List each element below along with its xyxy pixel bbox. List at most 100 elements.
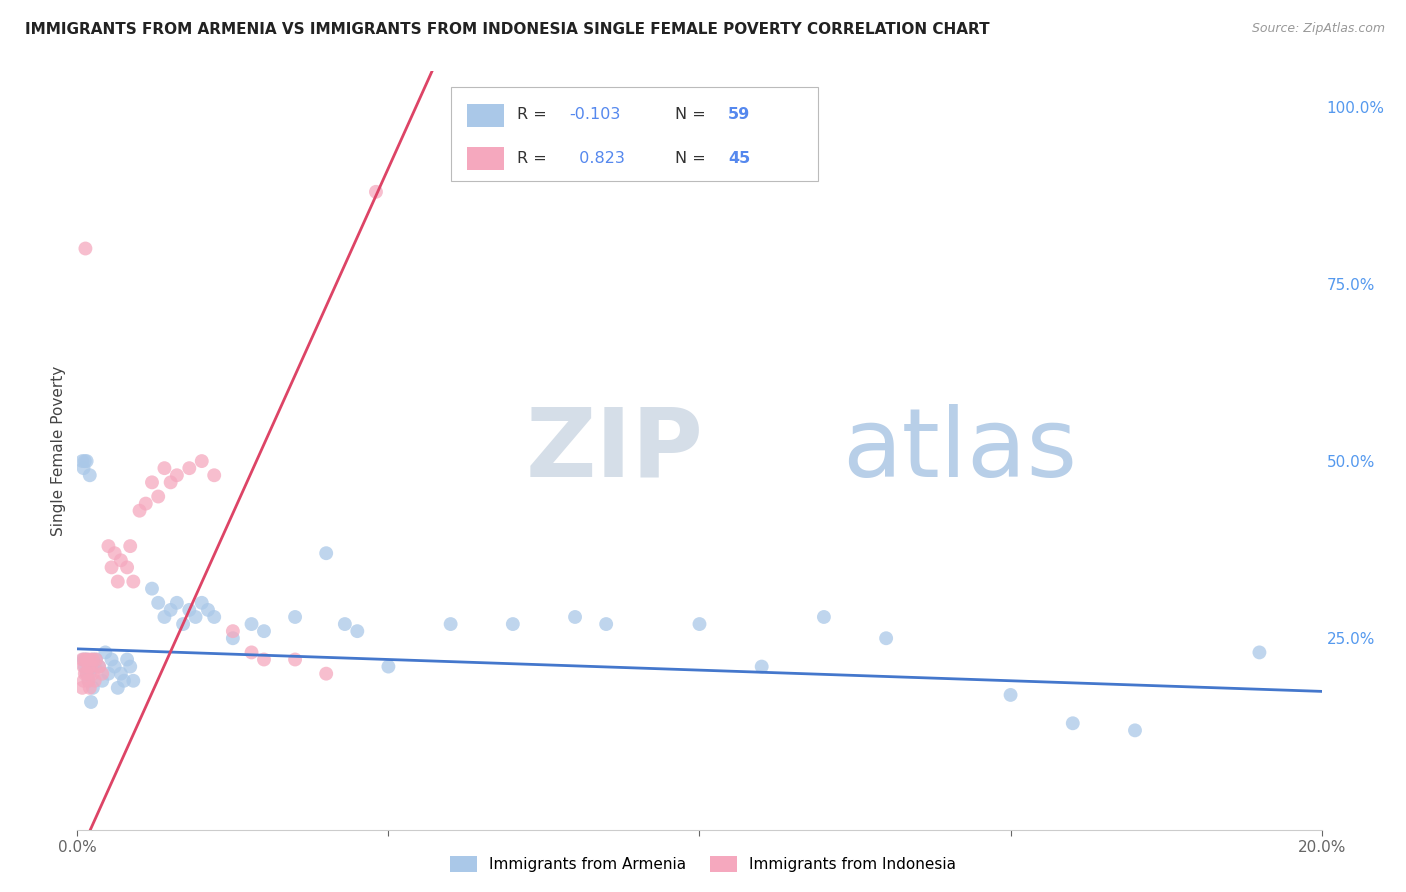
Point <box>128 504 150 518</box>
Y-axis label: Single Female Poverty: Single Female Poverty <box>51 366 66 535</box>
Point <box>82 666 104 681</box>
Point <box>100 652 122 666</box>
Text: R =: R = <box>516 151 551 166</box>
Point <box>83 673 105 688</box>
Point <box>76 666 98 681</box>
Point <box>813 610 835 624</box>
Point <box>179 461 201 475</box>
Point <box>284 610 307 624</box>
Point <box>751 659 773 673</box>
Point <box>197 603 219 617</box>
Point <box>72 652 94 666</box>
Point <box>73 454 96 468</box>
Point <box>875 632 897 646</box>
Point <box>94 645 117 659</box>
Point <box>364 185 387 199</box>
Point <box>112 673 135 688</box>
Point <box>79 666 101 681</box>
Point <box>84 652 107 666</box>
Text: -0.103: -0.103 <box>569 107 620 122</box>
Point <box>77 673 100 688</box>
Point <box>159 603 181 617</box>
Point <box>82 681 104 695</box>
Point <box>502 617 524 632</box>
Point <box>104 659 127 673</box>
Point <box>166 468 188 483</box>
Point <box>1123 723 1146 738</box>
Point <box>439 617 461 632</box>
Point <box>76 454 98 468</box>
Point <box>72 652 94 666</box>
Point <box>166 596 188 610</box>
Point <box>77 673 100 688</box>
Point <box>73 652 96 666</box>
Point <box>115 560 138 574</box>
Point <box>159 475 181 490</box>
Point <box>87 659 110 673</box>
Point <box>148 596 170 610</box>
Point <box>122 673 145 688</box>
Point <box>1000 688 1022 702</box>
Point <box>115 652 138 666</box>
Point <box>190 454 214 468</box>
Text: Source: ZipAtlas.com: Source: ZipAtlas.com <box>1251 22 1385 36</box>
Point <box>82 652 104 666</box>
Point <box>240 617 263 632</box>
Text: 45: 45 <box>728 151 751 166</box>
Point <box>122 574 145 589</box>
Point <box>76 652 98 666</box>
Point <box>91 666 114 681</box>
Point <box>148 490 170 504</box>
Point <box>75 242 97 256</box>
Point <box>284 652 307 666</box>
Point <box>222 632 245 646</box>
Point <box>72 681 94 695</box>
Point <box>333 617 356 632</box>
Point <box>110 666 132 681</box>
Point <box>253 652 276 666</box>
Point <box>240 645 263 659</box>
Point <box>83 659 105 673</box>
Text: atlas: atlas <box>842 404 1078 497</box>
Point <box>72 454 94 468</box>
Point <box>76 652 98 666</box>
Point <box>80 659 103 673</box>
FancyBboxPatch shape <box>467 147 505 170</box>
Point <box>79 468 101 483</box>
Point <box>190 596 214 610</box>
Point <box>377 659 399 673</box>
Point <box>153 610 176 624</box>
Point <box>253 624 276 639</box>
Point <box>1062 716 1084 731</box>
Point <box>79 652 101 666</box>
Point <box>135 497 157 511</box>
Point <box>73 659 96 673</box>
Text: R =: R = <box>516 107 551 122</box>
FancyBboxPatch shape <box>450 87 818 181</box>
Point <box>97 539 120 553</box>
Point <box>179 603 201 617</box>
Point <box>80 695 103 709</box>
Point <box>202 610 225 624</box>
Point <box>76 666 98 681</box>
Point <box>564 610 586 624</box>
Point <box>315 546 337 560</box>
Point <box>97 666 120 681</box>
Point <box>87 659 110 673</box>
Point <box>141 475 163 490</box>
Point <box>84 652 107 666</box>
Point <box>110 553 132 567</box>
Text: N =: N = <box>675 107 710 122</box>
Point <box>72 673 94 688</box>
Legend: Immigrants from Armenia, Immigrants from Indonesia: Immigrants from Armenia, Immigrants from… <box>441 848 965 880</box>
Point <box>120 539 142 553</box>
Text: ZIP: ZIP <box>526 404 703 497</box>
Text: IMMIGRANTS FROM ARMENIA VS IMMIGRANTS FROM INDONESIA SINGLE FEMALE POVERTY CORRE: IMMIGRANTS FROM ARMENIA VS IMMIGRANTS FR… <box>25 22 990 37</box>
Point <box>107 681 129 695</box>
Point <box>120 659 142 673</box>
Text: 59: 59 <box>728 107 751 122</box>
Text: N =: N = <box>675 151 710 166</box>
Text: 0.823: 0.823 <box>569 151 624 166</box>
Point <box>315 666 337 681</box>
Point <box>72 461 94 475</box>
